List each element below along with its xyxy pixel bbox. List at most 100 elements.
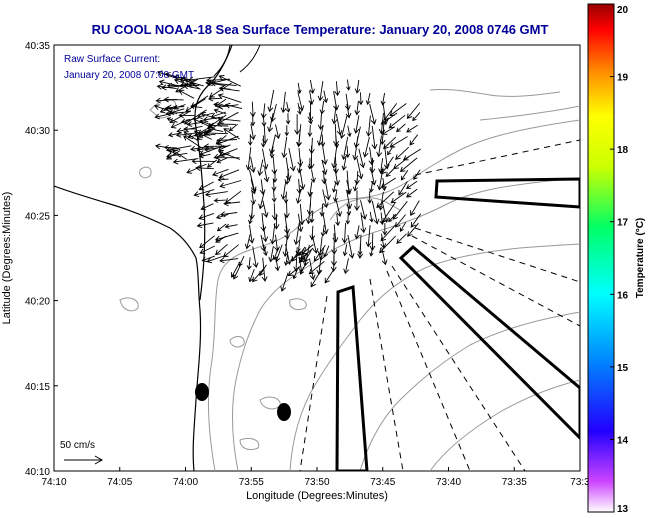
colorbar-tick-label: 17 [617, 218, 629, 229]
current-vector [400, 170, 409, 181]
current-vector [259, 179, 266, 195]
current-vector [216, 157, 228, 164]
current-vector [209, 82, 232, 98]
current-vector [248, 268, 255, 283]
current-vector [358, 148, 366, 169]
current-vector [323, 245, 330, 258]
current-vector [250, 114, 256, 127]
current-vector [381, 177, 387, 192]
current-vector [393, 156, 410, 170]
current-vector [298, 246, 306, 257]
current-vector [230, 261, 241, 278]
colorbar-tick-label: 15 [617, 363, 629, 374]
current-vector [280, 91, 287, 114]
current-vector [321, 159, 328, 176]
current-vector [369, 245, 374, 257]
current-vector [324, 178, 331, 201]
current-vector [358, 92, 364, 106]
current-vector [269, 145, 275, 159]
current-vector [305, 203, 312, 225]
current-vector [342, 244, 348, 257]
coastline [54, 185, 202, 471]
current-vector [339, 115, 348, 139]
current-vector [199, 145, 225, 156]
current-vector [307, 124, 313, 137]
current-vector [371, 125, 378, 150]
x-tick-label: 73:3 [570, 477, 590, 488]
current-vector [317, 81, 324, 102]
x-tick-label: 74:05 [107, 477, 132, 488]
current-vector [269, 134, 276, 155]
current-vector [284, 168, 291, 185]
current-vector [202, 116, 221, 123]
current-vector [165, 72, 180, 79]
current-vector [200, 203, 214, 211]
current-vector [388, 213, 397, 223]
current-vector [246, 257, 252, 270]
current-vector [345, 145, 351, 159]
current-vector [166, 117, 178, 123]
current-vector [308, 260, 325, 275]
current-vector [219, 211, 238, 218]
current-vector [178, 89, 195, 99]
current-vector [218, 150, 240, 160]
current-vector [217, 177, 229, 182]
current-vector [407, 222, 419, 237]
survey-boxes [335, 177, 580, 471]
current-vector [298, 203, 305, 226]
current-vector [285, 113, 291, 125]
current-vector [191, 158, 216, 165]
current-vector [294, 114, 301, 135]
current-vector [381, 126, 396, 135]
current-vector [285, 157, 292, 181]
current-vector [324, 268, 335, 284]
current-vector [218, 169, 240, 179]
mooring-marker-north [195, 383, 209, 401]
current-vector [252, 246, 259, 269]
current-vector [332, 189, 338, 203]
current-vector [352, 178, 359, 192]
x-tick-label: 74:10 [41, 477, 66, 488]
current-vector [333, 91, 340, 111]
current-vector [383, 136, 397, 150]
current-vector [271, 178, 277, 192]
current-vector [223, 200, 241, 207]
current-vector [218, 75, 241, 87]
scale-arrow [64, 455, 104, 465]
current-vector [365, 225, 372, 248]
current-vector [347, 125, 352, 138]
current-vector [193, 130, 212, 140]
current-vector [281, 136, 288, 159]
current-vector [280, 181, 287, 200]
current-vector [271, 190, 277, 203]
current-vector [344, 93, 351, 111]
current-vector [406, 188, 418, 198]
current-vector [261, 114, 267, 127]
current-vector [395, 214, 406, 228]
current-vector [283, 214, 290, 235]
y-axis-label: Latitude (Degrees:Minutes) [1, 192, 13, 325]
current-vector [219, 257, 239, 264]
current-vector [345, 103, 352, 119]
current-vector [252, 267, 265, 283]
surface-current-vectors [153, 70, 422, 292]
current-vector [284, 125, 289, 137]
current-vector [170, 118, 190, 129]
current-vector [224, 223, 238, 229]
current-vector [250, 190, 256, 205]
current-vector [207, 78, 230, 87]
current-vector [299, 263, 307, 275]
river-shore [213, 45, 261, 77]
current-vector [248, 212, 253, 225]
current-vector [406, 124, 418, 133]
colorbar-tick-label: 16 [617, 290, 629, 301]
mooring-marker-south [277, 403, 291, 421]
current-vector [369, 103, 377, 125]
current-vector [195, 165, 214, 171]
current-vector [307, 157, 313, 170]
y-tick-label: 40:10 [25, 467, 50, 478]
current-vector [343, 258, 350, 275]
current-vector [392, 201, 408, 220]
colorbar-label: Temperature (°C) [635, 218, 646, 299]
